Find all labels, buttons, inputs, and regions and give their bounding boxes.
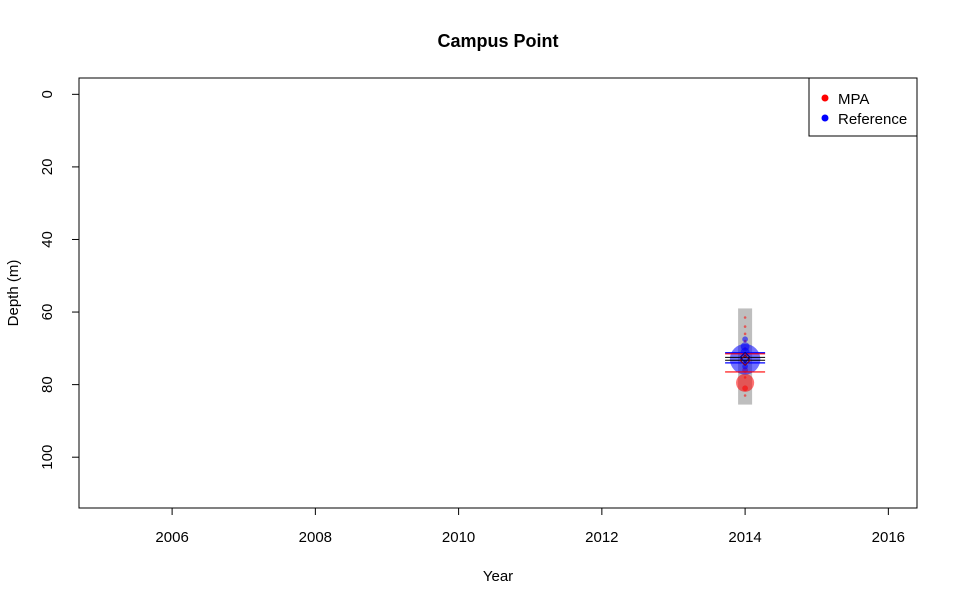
y-tick-label: 40 (39, 231, 56, 248)
legend: MPA Reference (808, 77, 918, 137)
legend-marker-mpa (821, 94, 829, 102)
x-axis-label: Year (483, 568, 513, 585)
y-tick-label: 100 (39, 445, 56, 470)
y-tick-label: 20 (39, 159, 56, 176)
x-tick-label: 2016 (872, 529, 905, 546)
chart-title: Campus Point (437, 31, 558, 51)
plot-frame (78, 77, 918, 509)
legend-marker-reference (821, 114, 829, 122)
data-point-mpa (743, 394, 747, 397)
data-point-reference (729, 343, 761, 375)
x-tick-label: 2014 (728, 529, 761, 546)
plot-area: 2006 2008 2010 2012 2014 2016 0 20 40 60 80 100 (39, 77, 918, 546)
data-point-reference (742, 336, 748, 343)
data-point-mpa (743, 316, 747, 319)
data-point-mpa (736, 373, 755, 392)
data-point-reference (742, 363, 748, 370)
data-point-mpa (742, 385, 748, 392)
legend-box (808, 77, 918, 137)
y-axis-label: Depth (m) (5, 260, 22, 327)
x-tick-label: 2012 (585, 529, 618, 546)
data-point-mpa (743, 332, 747, 336)
legend-label-reference: Reference (838, 111, 907, 128)
y-tick-label: 60 (39, 304, 56, 321)
mean-marker-reference (739, 351, 751, 364)
y-tick-label: 0 (39, 90, 56, 98)
x-tick-label: 2010 (442, 529, 475, 546)
x-tick-label: 2006 (155, 529, 188, 546)
legend-label-mpa: MPA (838, 91, 869, 108)
y-tick-label: 80 (39, 376, 56, 393)
x-tick-label: 2008 (299, 529, 332, 546)
data-point-mpa (743, 325, 747, 328)
